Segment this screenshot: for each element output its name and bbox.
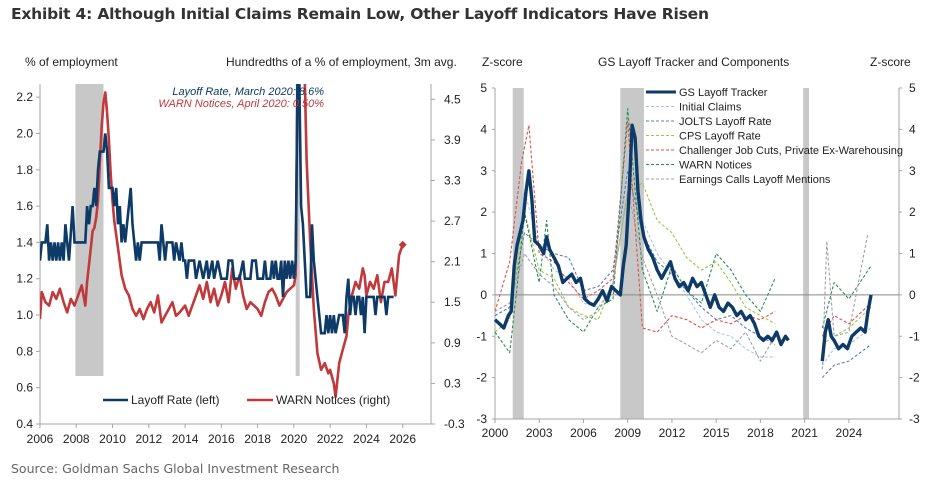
left-y-tick-label: 0 <box>480 288 487 302</box>
left-y-tick-label: 4 <box>480 122 487 136</box>
left-axis-title: Z-score <box>482 55 523 69</box>
left-y-tick-label: 3 <box>480 164 487 178</box>
right-y-tick-label: 1.5 <box>444 295 461 309</box>
left-axis-title: % of employment <box>25 55 118 69</box>
x-tick-label: 2008 <box>63 432 90 446</box>
recession-bar <box>803 88 810 419</box>
right-y-tick-label: 0.3 <box>444 376 461 390</box>
left-y-tick-label: 2.0 <box>16 126 33 140</box>
right-y-tick-label: -0.3 <box>444 417 465 431</box>
right-chart <box>492 87 902 423</box>
right-y-tick-label: 2.1 <box>444 255 461 269</box>
right-axis-title: Hundredths of a % of employment, 3m avg. <box>226 55 457 69</box>
right-y-tick-label: 3.3 <box>444 173 461 187</box>
legend-label-gs-layoff-tracker: GS Layoff Tracker <box>679 87 768 99</box>
legend-label-warn: WARN Notices (right) <box>276 393 390 407</box>
right-y-tick-label: 0 <box>909 288 916 302</box>
right-y-tick-label: 0.9 <box>444 336 461 350</box>
left-y-tick-label: -1 <box>476 329 487 343</box>
x-tick-label: 2012 <box>135 432 162 446</box>
x-tick-label: 2012 <box>659 426 686 440</box>
legend-label-initial-claims: Initial Claims <box>679 102 742 114</box>
gs-layoff-tracker-line <box>493 123 873 362</box>
cps-layoff-rate-line <box>494 182 872 345</box>
legend-label-warn-notices: WARN Notices <box>679 160 752 172</box>
recession-bar <box>295 84 300 376</box>
x-tick-label: 2021 <box>791 426 818 440</box>
warn-notices-line <box>40 84 404 399</box>
x-tick-label: 2018 <box>747 426 774 440</box>
legend-label-jolts-layoff-rate: JOLTS Layoff Rate <box>679 116 772 128</box>
left-y-tick-label: 1.4 <box>16 235 33 249</box>
right-y-tick-label: -1 <box>909 329 920 343</box>
left-y-tick-label: -2 <box>476 371 487 385</box>
right-y-tick-label: 4.5 <box>444 92 461 106</box>
right-y-tick-label: 3 <box>909 164 916 178</box>
legend-label-layoff-rate: Layoff Rate (left) <box>131 393 220 407</box>
x-tick-label: 2003 <box>526 426 553 440</box>
right-y-tick-label: 4 <box>909 122 916 136</box>
left-y-tick-label: -3 <box>476 412 487 426</box>
right-y-tick-label: -3 <box>909 412 920 426</box>
right-y-tick-label: -2 <box>909 371 920 385</box>
left-y-tick-label: 0.8 <box>16 344 33 358</box>
left-y-tick-label: 5 <box>480 81 487 95</box>
right-y-tick-label: 5 <box>909 81 916 95</box>
x-tick-label: 2022 <box>317 432 344 446</box>
right-y-tick-label: 2 <box>909 205 916 219</box>
x-tick-label: 2018 <box>244 432 271 446</box>
legend-label-earnings-calls-layoff-mentions: Earnings Calls Layoff Mentions <box>679 174 831 186</box>
left-y-tick-label: 1.8 <box>16 163 33 177</box>
layoff-rate-line <box>40 84 394 335</box>
right-y-tick-label: 3.9 <box>444 133 461 147</box>
right-axis-title: Z-score <box>870 55 911 69</box>
warn-notices-line <box>494 108 872 354</box>
right-y-tick-label: 2.7 <box>444 214 461 228</box>
x-tick-label: 2016 <box>208 432 235 446</box>
left-y-tick-label: 1.2 <box>16 272 33 286</box>
left-y-tick-label: 1 <box>480 247 487 261</box>
x-tick-label: 2020 <box>281 432 308 446</box>
right-y-tick-label: 1 <box>909 247 916 261</box>
x-tick-label: 2015 <box>703 426 730 440</box>
chart-title: GS Layoff Tracker and Components <box>598 55 789 69</box>
x-tick-label: 2000 <box>482 426 509 440</box>
left-y-tick-label: 1.0 <box>16 308 33 322</box>
recession-bar <box>512 88 524 419</box>
recession-bar <box>75 84 104 376</box>
x-tick-label: 2014 <box>172 432 199 446</box>
legend-label-cps-layoff-rate: CPS Layoff Rate <box>679 131 761 143</box>
x-tick-label: 2009 <box>614 426 641 440</box>
x-tick-label: 2006 <box>27 432 54 446</box>
left-y-tick-label: 2.2 <box>16 90 33 104</box>
warn-latest-marker <box>398 240 407 249</box>
x-tick-label: 2024 <box>353 432 380 446</box>
jolts-layoff-rate-line <box>494 170 872 378</box>
exhibit-title: Exhibit 4: Although Initial Claims Remai… <box>11 5 709 23</box>
left-y-tick-label: 0.6 <box>16 381 33 395</box>
x-tick-label: 2006 <box>570 426 597 440</box>
x-tick-label: 2026 <box>389 432 416 446</box>
left-chart <box>36 84 435 428</box>
left-y-tick-label: 2 <box>480 205 487 219</box>
x-tick-label: 2010 <box>99 432 126 446</box>
left-y-tick-label: 1.6 <box>16 199 33 213</box>
annotation-warn: WARN Notices, April 2020: 0.50% <box>158 98 324 110</box>
x-tick-label: 2024 <box>836 426 863 440</box>
source-note: Source: Goldman Sachs Global Investment … <box>11 461 340 476</box>
annotation-layoff-rate: Layoff Rate, March 2020: 8.6% <box>172 86 324 98</box>
left-y-tick-label: 0.4 <box>16 417 33 431</box>
earnings-calls-layoff-mentions-line <box>494 190 869 370</box>
legend-label-challenger-job-cuts-private-ex-warehousing: Challenger Job Cuts, Private Ex-Warehous… <box>679 145 903 157</box>
